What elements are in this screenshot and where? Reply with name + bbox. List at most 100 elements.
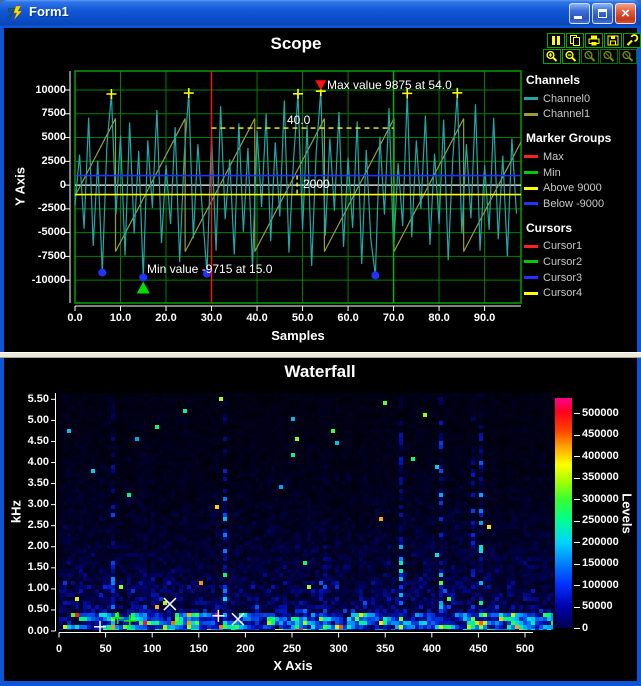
legend-item[interactable]: Channel0 — [524, 91, 636, 107]
copy-icon — [570, 35, 580, 46]
colorbar-tick: 250000 — [582, 514, 619, 527]
waterfall-y-tick: 1.50 — [27, 561, 49, 574]
green-plus-marker — [123, 614, 136, 627]
scope-x-tick: 60.0 — [337, 312, 359, 324]
print-button[interactable] — [585, 33, 603, 48]
close-icon: × — [621, 4, 630, 22]
legend-item[interactable]: Channel1 — [524, 107, 636, 123]
scope-x-tick: 30.0 — [200, 312, 223, 324]
colorbar-tick-mark — [574, 606, 580, 608]
scope-y-tick: -10000 — [31, 273, 66, 286]
legend-item[interactable]: Cursor2 — [524, 254, 636, 270]
print-icon — [588, 35, 600, 46]
scope-toolbar-row2 — [543, 49, 637, 64]
zoom-off-2-icon — [603, 50, 615, 62]
white-cross-marker — [231, 612, 245, 626]
legend-color-dash — [524, 291, 538, 295]
waterfall-x-tick: 500 — [515, 643, 535, 655]
waterfall-y-tick: 2.00 — [27, 540, 49, 553]
colorbar-tick: 0 — [582, 621, 589, 634]
zoom-in-icon — [546, 50, 558, 62]
waterfall-x-tick: 250 — [282, 643, 302, 655]
maximize-button[interactable] — [592, 3, 613, 24]
panel-splitter[interactable] — [0, 352, 641, 358]
scope-x-tick: 90.0 — [473, 312, 496, 324]
pause-icon — [552, 36, 560, 45]
waterfall-y-tick: 2.50 — [27, 519, 49, 532]
copy-button[interactable] — [566, 33, 584, 48]
scope-y-tick: 2500 — [41, 154, 66, 167]
white-plus-marker — [212, 609, 225, 622]
legend-color-dash — [524, 171, 538, 175]
colorbar-tick: 300000 — [582, 492, 619, 505]
window-title: Form1 — [29, 4, 69, 19]
colorbar-tick-mark — [574, 563, 580, 565]
legend-item-label: Channel0 — [543, 92, 591, 105]
waterfall-y-tick: 3.50 — [27, 477, 49, 490]
minimize-icon — [574, 16, 582, 19]
scope-legend: Channels Channel0 Channel1 Marker Groups Max… — [524, 64, 636, 301]
zoom-off-2-button[interactable] — [600, 49, 618, 64]
legend-color-dash — [524, 112, 538, 116]
above-9000-marker — [402, 88, 413, 99]
legend-item[interactable]: Min — [524, 165, 636, 181]
min-marker — [136, 281, 150, 294]
waterfall-x-tick: 50 — [99, 643, 112, 655]
waterfall-x-tick: 300 — [329, 643, 348, 655]
zoom-in-button[interactable] — [543, 49, 561, 64]
colorbar-tick-mark — [574, 542, 580, 544]
legend-color-dash — [524, 186, 538, 190]
scope-y-tick: 7500 — [41, 107, 66, 120]
white-cross-marker — [163, 597, 177, 611]
waterfall-spectrogram[interactable] — [59, 393, 553, 630]
scope-x-tick: 20.0 — [155, 312, 177, 324]
legend-item[interactable]: Cursor1 — [524, 239, 636, 255]
waterfall-y-tick: 5.00 — [27, 413, 49, 426]
legend-item[interactable]: Max — [524, 149, 636, 165]
minimize-button[interactable] — [569, 3, 590, 24]
waterfall-x-axis-title: X Axis — [273, 658, 313, 673]
legend-section-title: Channels — [526, 73, 581, 87]
waterfall-y-tick: 4.00 — [27, 456, 49, 468]
waterfall-x-tick: 100 — [143, 643, 162, 655]
waterfall-x-tick: 200 — [236, 643, 255, 655]
colorbar-tick: 450000 — [582, 428, 619, 441]
zoom-out-button[interactable] — [562, 49, 580, 64]
legend-item[interactable]: Cursor3 — [524, 270, 636, 286]
waterfall-overlay — [51, 393, 533, 638]
scope-y-tick: 10000 — [35, 83, 66, 96]
scope-x-tick: 70.0 — [382, 312, 405, 324]
above-9000-marker — [452, 87, 463, 98]
green-plus-marker — [111, 611, 124, 624]
scope-x-axis-title: Samples — [271, 328, 325, 343]
legend-item-label: Cursor3 — [543, 271, 583, 284]
waterfall-x-tick: 0 — [55, 643, 63, 655]
legend-item[interactable]: Below -9000 — [524, 196, 636, 212]
legend-color-dash — [524, 244, 538, 248]
close-button[interactable]: × — [615, 3, 636, 24]
legend-item-label: Channel1 — [543, 108, 591, 121]
scope-panel: Scope Y Axis Samples 10000 7500 5000 2500 0-… — [4, 28, 641, 352]
zoom-off-1-button[interactable] — [581, 49, 599, 64]
waterfall-y-tick: 3.00 — [27, 498, 49, 511]
scope-x-tick: 80.0 — [428, 312, 450, 324]
pause-button[interactable] — [547, 33, 565, 48]
save-button[interactable] — [604, 33, 622, 48]
legend-item[interactable]: Cursor4 — [524, 285, 636, 301]
legend-item[interactable]: Above 9000 — [524, 180, 636, 196]
colorbar-tick-mark — [574, 456, 580, 458]
colorbar-tick: 150000 — [582, 557, 619, 569]
zoom-off-1-icon — [584, 50, 596, 62]
scope-x-tick: 0.0 — [67, 312, 83, 324]
cursor-dx-annotation: 40.0 — [287, 113, 311, 127]
white-plus-marker — [94, 620, 107, 633]
title-bar[interactable]: 7 Form1 × — [0, 0, 641, 26]
waterfall-y-tick: 0.50 — [27, 603, 49, 616]
colorbar-tick: 100000 — [582, 578, 619, 591]
waterfall-y-tick: 4.50 — [27, 434, 49, 447]
scope-y-tick: -7500 — [37, 249, 66, 262]
scope-plot[interactable] — [4, 28, 637, 352]
zoom-off-3-button[interactable] — [619, 49, 637, 64]
svg-text:7: 7 — [7, 6, 15, 22]
